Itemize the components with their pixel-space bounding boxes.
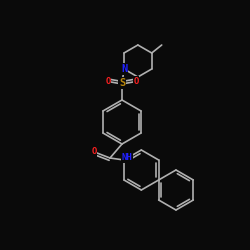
Text: O: O — [133, 76, 139, 86]
Text: N: N — [121, 64, 127, 74]
Text: O: O — [105, 76, 111, 86]
Text: NH: NH — [122, 154, 132, 162]
Text: O: O — [91, 148, 97, 156]
Text: S: S — [119, 78, 125, 88]
